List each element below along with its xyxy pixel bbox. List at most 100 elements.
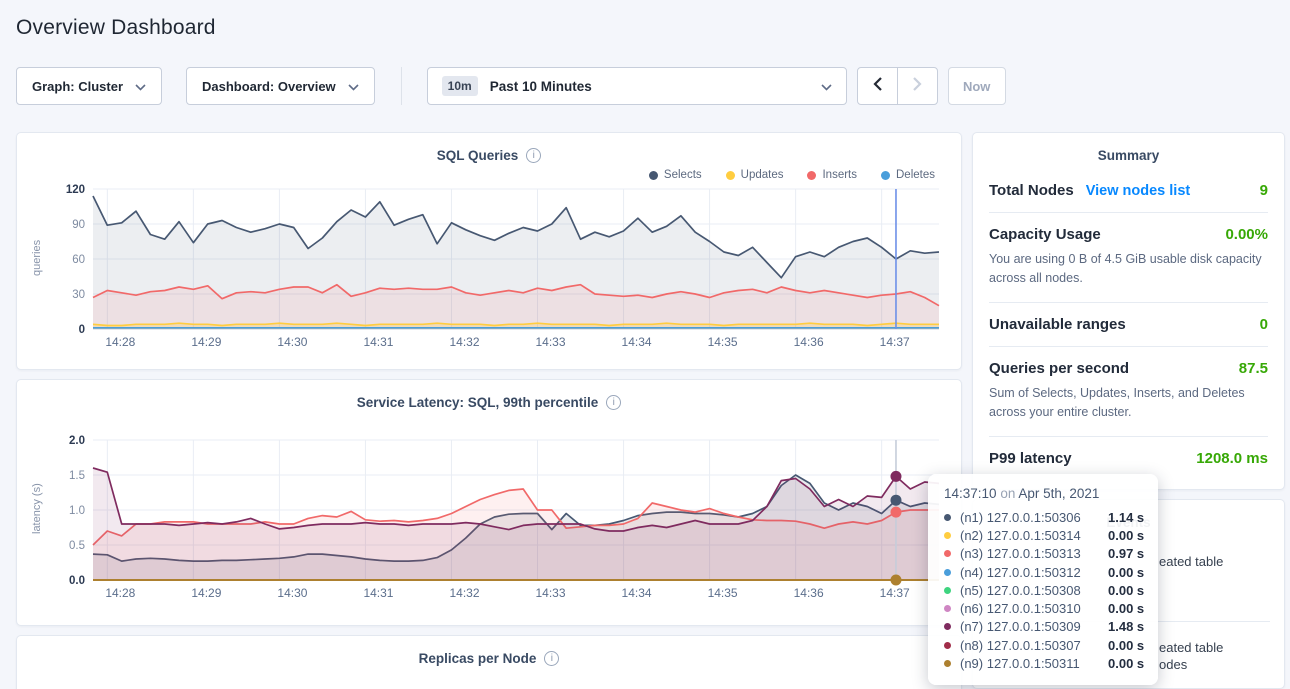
node-color-dot	[944, 660, 951, 668]
graph-scope-label: Graph: Cluster	[32, 78, 124, 94]
summary-unavailable-section: Unavailable ranges 0	[989, 303, 1268, 347]
svg-text:0: 0	[79, 324, 85, 336]
page-title: Overview Dashboard	[16, 16, 216, 39]
svg-text:14:28: 14:28	[105, 586, 135, 600]
svg-text:90: 90	[72, 219, 85, 231]
legend-dot	[807, 170, 817, 180]
node-address: (n4) 127.0.0.1:50312	[960, 564, 1081, 580]
latency-chart-body: latency (s) 0.0 0.5 1.0 1.5 2.0 14:28 14:29 14:…	[17, 434, 961, 606]
total-nodes-value: 9	[1259, 182, 1268, 199]
svg-text:14:34: 14:34	[622, 586, 652, 600]
legend-label: Updates	[740, 169, 784, 181]
svg-text:14:31: 14:31	[363, 586, 393, 600]
svg-text:14:37: 14:37	[880, 335, 910, 349]
tooltip-time: 14:37:10	[944, 486, 997, 501]
svg-text:14:33: 14:33	[536, 586, 566, 600]
node-color-dot	[944, 605, 951, 613]
info-icon[interactable]	[544, 651, 560, 666]
dashboard-main: SQL Queries Selects Updates Inserts Deletes…	[16, 132, 1285, 689]
summary-title: Summary	[1097, 148, 1160, 163]
info-icon[interactable]	[606, 395, 622, 410]
node-address: (n1) 127.0.0.1:50306	[960, 509, 1081, 525]
node-address: (n9) 127.0.0.1:50311	[960, 656, 1080, 672]
now-button[interactable]: Now	[947, 67, 1006, 105]
legend-dot	[648, 170, 658, 180]
svg-text:0.5: 0.5	[69, 540, 85, 552]
time-range-badge: 10m	[441, 76, 478, 96]
summary-p99-section: P99 latency 1208.0 ms	[989, 437, 1268, 480]
chevron-down-icon	[821, 79, 832, 94]
summary-panel: Summary Total Nodes View nodes list 9 Ca…	[972, 132, 1285, 490]
node-color-dot	[944, 531, 951, 539]
node-address: (n6) 127.0.0.1:50310	[960, 601, 1081, 617]
svg-text:2.0: 2.0	[69, 435, 85, 447]
time-step-back-button[interactable]	[856, 67, 898, 105]
service-latency-chart[interactable]: 0.0 0.5 1.0 1.5 2.0 14:28 14:29 14:30 14:31 14:32…	[47, 434, 947, 606]
capacity-usage-description: You are using 0 B of 4.5 GiB usable disk…	[989, 252, 1262, 286]
node-latency-value: 0.00 s	[1108, 564, 1145, 580]
node-latency-value: 0.00 s	[1108, 601, 1145, 617]
graph-scope-dropdown[interactable]: Graph: Cluster	[16, 67, 163, 105]
total-nodes-label: Total Nodes	[989, 182, 1074, 199]
event-row-fragment[interactable]: odes	[1159, 657, 1188, 672]
summary-total-nodes-section: Total Nodes View nodes list 9	[989, 169, 1268, 213]
svg-text:14:30: 14:30	[277, 335, 307, 349]
node-latency-value: 0.00 s	[1108, 582, 1145, 598]
service-latency-chart-title: Service Latency: SQL, 99th percentile	[356, 395, 599, 410]
node-latency-value: 0.00 s	[1108, 637, 1145, 653]
legend-label: Selects	[663, 169, 702, 181]
svg-text:14:35: 14:35	[708, 586, 738, 600]
view-nodes-list-link[interactable]: View nodes list	[1085, 183, 1191, 199]
svg-text:30: 30	[72, 289, 85, 301]
dashboard-dropdown-label: Dashboard: Overview	[202, 78, 336, 94]
time-step-forward-button[interactable]	[896, 67, 938, 105]
node-address: (n3) 127.0.0.1:50313	[960, 546, 1081, 562]
sql-queries-chart[interactable]: 0 30 60 90 120 14:28 14:29 14:30 14:31 14:32 14:33…	[47, 183, 947, 355]
tooltip-node-row: (n6) 127.0.0.1:50310 0.00 s	[944, 599, 1146, 617]
node-address: (n2) 127.0.0.1:50314	[960, 527, 1081, 543]
event-row-fragment[interactable]: eated table	[1159, 640, 1224, 655]
node-color-dot	[944, 641, 951, 649]
node-color-dot	[944, 550, 951, 558]
node-latency-value: 1.14 s	[1108, 509, 1145, 525]
tooltip-node-row: (n9) 127.0.0.1:50311 0.00 s	[944, 654, 1146, 672]
dashboard-controls: Graph: Cluster Dashboard: Overview 10m P…	[16, 67, 1274, 105]
qps-label: Queries per second	[989, 359, 1130, 377]
p99-latency-label: P99 latency	[989, 449, 1072, 467]
legend-dot	[881, 170, 890, 180]
time-range-dropdown[interactable]: 10m Past 10 Minutes	[426, 67, 847, 105]
p99-latency-value: 1208.0 ms	[1196, 449, 1268, 467]
tooltip-on-text: on	[996, 486, 1019, 501]
chevron-down-icon	[348, 79, 359, 94]
chart-title-row: SQL Queries	[17, 133, 961, 163]
service-latency-chart-panel: Service Latency: SQL, 99th percentile la…	[16, 379, 962, 626]
chart-title-row: Replicas per Node	[17, 636, 961, 666]
svg-text:14:29: 14:29	[191, 586, 221, 600]
legend-item-deletes[interactable]: Deletes	[881, 167, 935, 183]
summary-qps-section: Queries per second 87.5 Sum of Selects, …	[989, 347, 1268, 437]
svg-text:14:32: 14:32	[449, 586, 479, 600]
legend-label: Deletes	[896, 169, 935, 181]
node-latency-value: 0.00 s	[1108, 527, 1145, 543]
tooltip-rows: (n1) 127.0.0.1:50306 1.14 s (n2) 127.0.0.1…	[944, 508, 1146, 673]
node-color-dot	[944, 513, 951, 521]
tooltip-timestamp: 14:37:10 on Apr 5th, 2021	[944, 486, 1146, 501]
legend-item-selects[interactable]: Selects	[648, 167, 702, 183]
legend-item-updates[interactable]: Updates	[725, 167, 784, 183]
replicas-chart-title: Replicas per Node	[418, 651, 537, 666]
legend-dot	[725, 170, 735, 180]
qps-value: 87.5	[1238, 359, 1268, 377]
legend-item-inserts[interactable]: Inserts	[807, 167, 857, 183]
info-icon[interactable]	[526, 148, 542, 163]
latency-chart-y-axis-label: latency (s)	[31, 483, 43, 535]
svg-text:14:29: 14:29	[191, 335, 221, 349]
sql-queries-chart-panel: SQL Queries Selects Updates Inserts Deletes…	[16, 132, 962, 370]
tooltip-node-row: (n1) 127.0.0.1:50306 1.14 s	[944, 508, 1146, 526]
svg-text:1.5: 1.5	[69, 470, 85, 482]
node-color-dot	[944, 568, 951, 576]
node-color-dot	[944, 586, 951, 594]
chart-title-row: Service Latency: SQL, 99th percentile	[17, 380, 961, 410]
tooltip-node-row: (n3) 127.0.0.1:50313 0.97 s	[944, 545, 1146, 563]
event-row-fragment[interactable]: eated table	[1159, 554, 1224, 569]
dashboard-dropdown[interactable]: Dashboard: Overview	[186, 67, 375, 105]
